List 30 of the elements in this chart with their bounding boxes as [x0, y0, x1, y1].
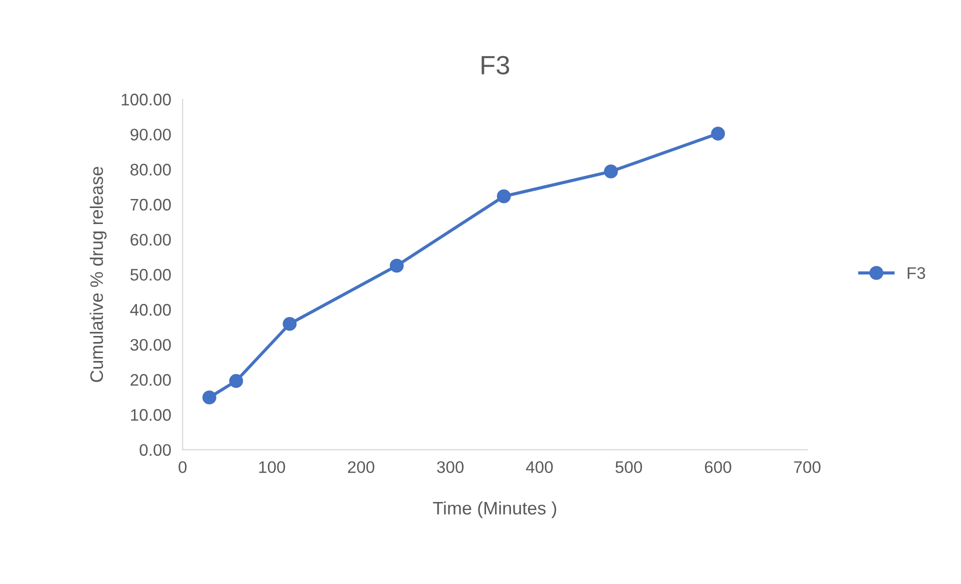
point — [229, 374, 244, 388]
y-tick-label: 20.00 — [130, 374, 171, 386]
x-tick-label: 100 — [259, 461, 286, 474]
y-tick-label: 60.00 — [130, 234, 171, 246]
x-tick-label: 200 — [348, 461, 374, 474]
point — [282, 316, 297, 331]
x-tick-label: 0 — [178, 461, 187, 474]
y-axis-title: Cumulative % drug release — [90, 166, 107, 382]
y-tick-label: 40.00 — [130, 304, 171, 316]
x-axis-title: Time (Minutes ) — [432, 501, 556, 518]
y-tick-label: 10.00 — [131, 409, 171, 421]
chart-title: F3 — [482, 56, 510, 75]
x-tick-label: 600 — [704, 461, 732, 474]
y-tick-label: 90.00 — [130, 128, 171, 141]
point — [496, 189, 511, 204]
y-tick-label: 0.00 — [140, 444, 171, 456]
point — [604, 164, 618, 178]
x-tick-label: 300 — [437, 461, 464, 474]
point — [202, 390, 216, 404]
y-tick-label: 80.00 — [130, 164, 171, 176]
x-tick-label: 500 — [616, 461, 642, 474]
point — [390, 258, 404, 273]
x-tick-label: 400 — [526, 461, 553, 474]
y-tick-label: 70.00 — [130, 198, 171, 211]
y-tick-label: 100.00 — [122, 94, 171, 106]
point — [711, 126, 725, 141]
x-tick-label: 700 — [794, 461, 820, 474]
y-tick-label: 50.00 — [130, 268, 171, 281]
y-tick-label: 30.00 — [130, 338, 171, 351]
legend-label: F3 — [908, 267, 926, 279]
